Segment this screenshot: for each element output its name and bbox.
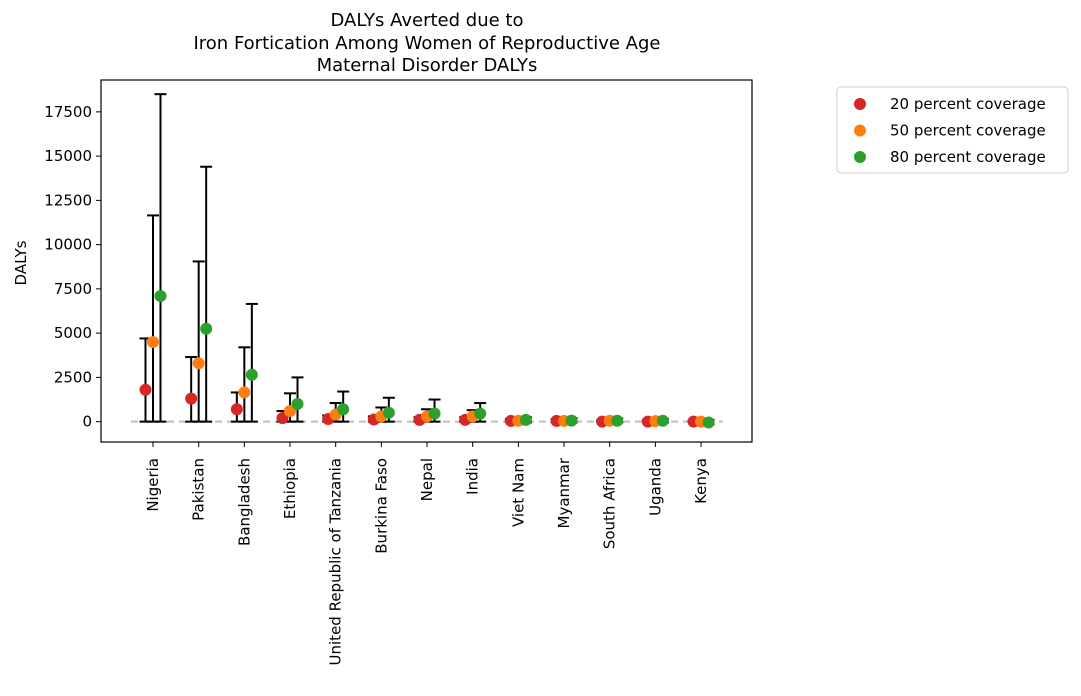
data-point [276,412,289,425]
data-point [200,322,213,335]
x-tick-label: Uganda [646,458,664,516]
data-point [428,407,441,420]
x-tick-label: Burkina Faso [372,458,390,554]
data-point [185,392,198,405]
data-point [238,386,251,399]
legend-label: 20 percent coverage [890,95,1046,113]
data-point [702,416,715,429]
data-point [291,397,304,410]
y-tick-label: 5000 [54,324,92,342]
y-tick-label: 7500 [54,280,92,298]
plot-frame [100,79,753,443]
x-tick-label: United Republic of Tanzania [327,458,345,665]
y-tick-label: 12500 [44,191,92,209]
x-tick-label: Myanmar [555,457,573,528]
x-tick-label: Kenya [692,458,710,504]
legend-marker [854,124,866,137]
data-point [519,413,532,426]
data-point [147,335,159,348]
data-point [611,414,624,427]
x-tick-label: South Africa [601,458,619,549]
chart-title-line-2: Iron Fortication Among Women of Reproduc… [193,33,660,54]
data-point [139,383,152,396]
legend-marker [854,98,866,110]
y-tick-label: 10000 [44,236,92,254]
y-tick-label: 0 [82,413,92,431]
plot-area: 0 2500 5000 7500 10000 12500 15000 17500 Nigeria… [44,93,723,665]
y-tick-label: 2500 [54,368,92,386]
data-point [382,406,395,419]
x-tick-label: Ethiopia [281,458,299,519]
y-axis-label: DALYs [12,240,30,285]
y-tick-label: 15000 [44,147,92,165]
legend-box [836,86,1069,174]
data-point [245,368,258,381]
chart-title: DALYs Averted due to Iron Fortication Am… [193,10,660,76]
legend: 20 percent coverage 50 percent coverage 80… [836,86,1069,174]
y-tick-label: 17500 [44,103,92,121]
data-point [230,403,243,416]
legend-label: 50 percent coverage [890,122,1046,140]
x-tick-label: Bangladesh [235,458,253,546]
x-tick-label: Nepal [418,458,436,501]
data-point [656,414,669,427]
x-tick-label: Nigeria [144,458,162,512]
chart-title-line-3: Maternal Disorder DALYs [317,55,538,76]
legend-marker [854,151,866,163]
x-tick-label: Viet Nam [509,458,527,527]
legend-label: 80 percent coverage [890,148,1046,166]
x-tick-label: India [464,458,482,495]
x-tick-label: Pakistan [190,458,208,521]
data-point [474,407,487,420]
data-point [192,357,205,370]
data-point [337,403,350,416]
data-point [154,289,167,302]
data-point [284,405,297,418]
chart-title-line-1: DALYs Averted due to [331,10,524,31]
data-point [565,414,578,427]
